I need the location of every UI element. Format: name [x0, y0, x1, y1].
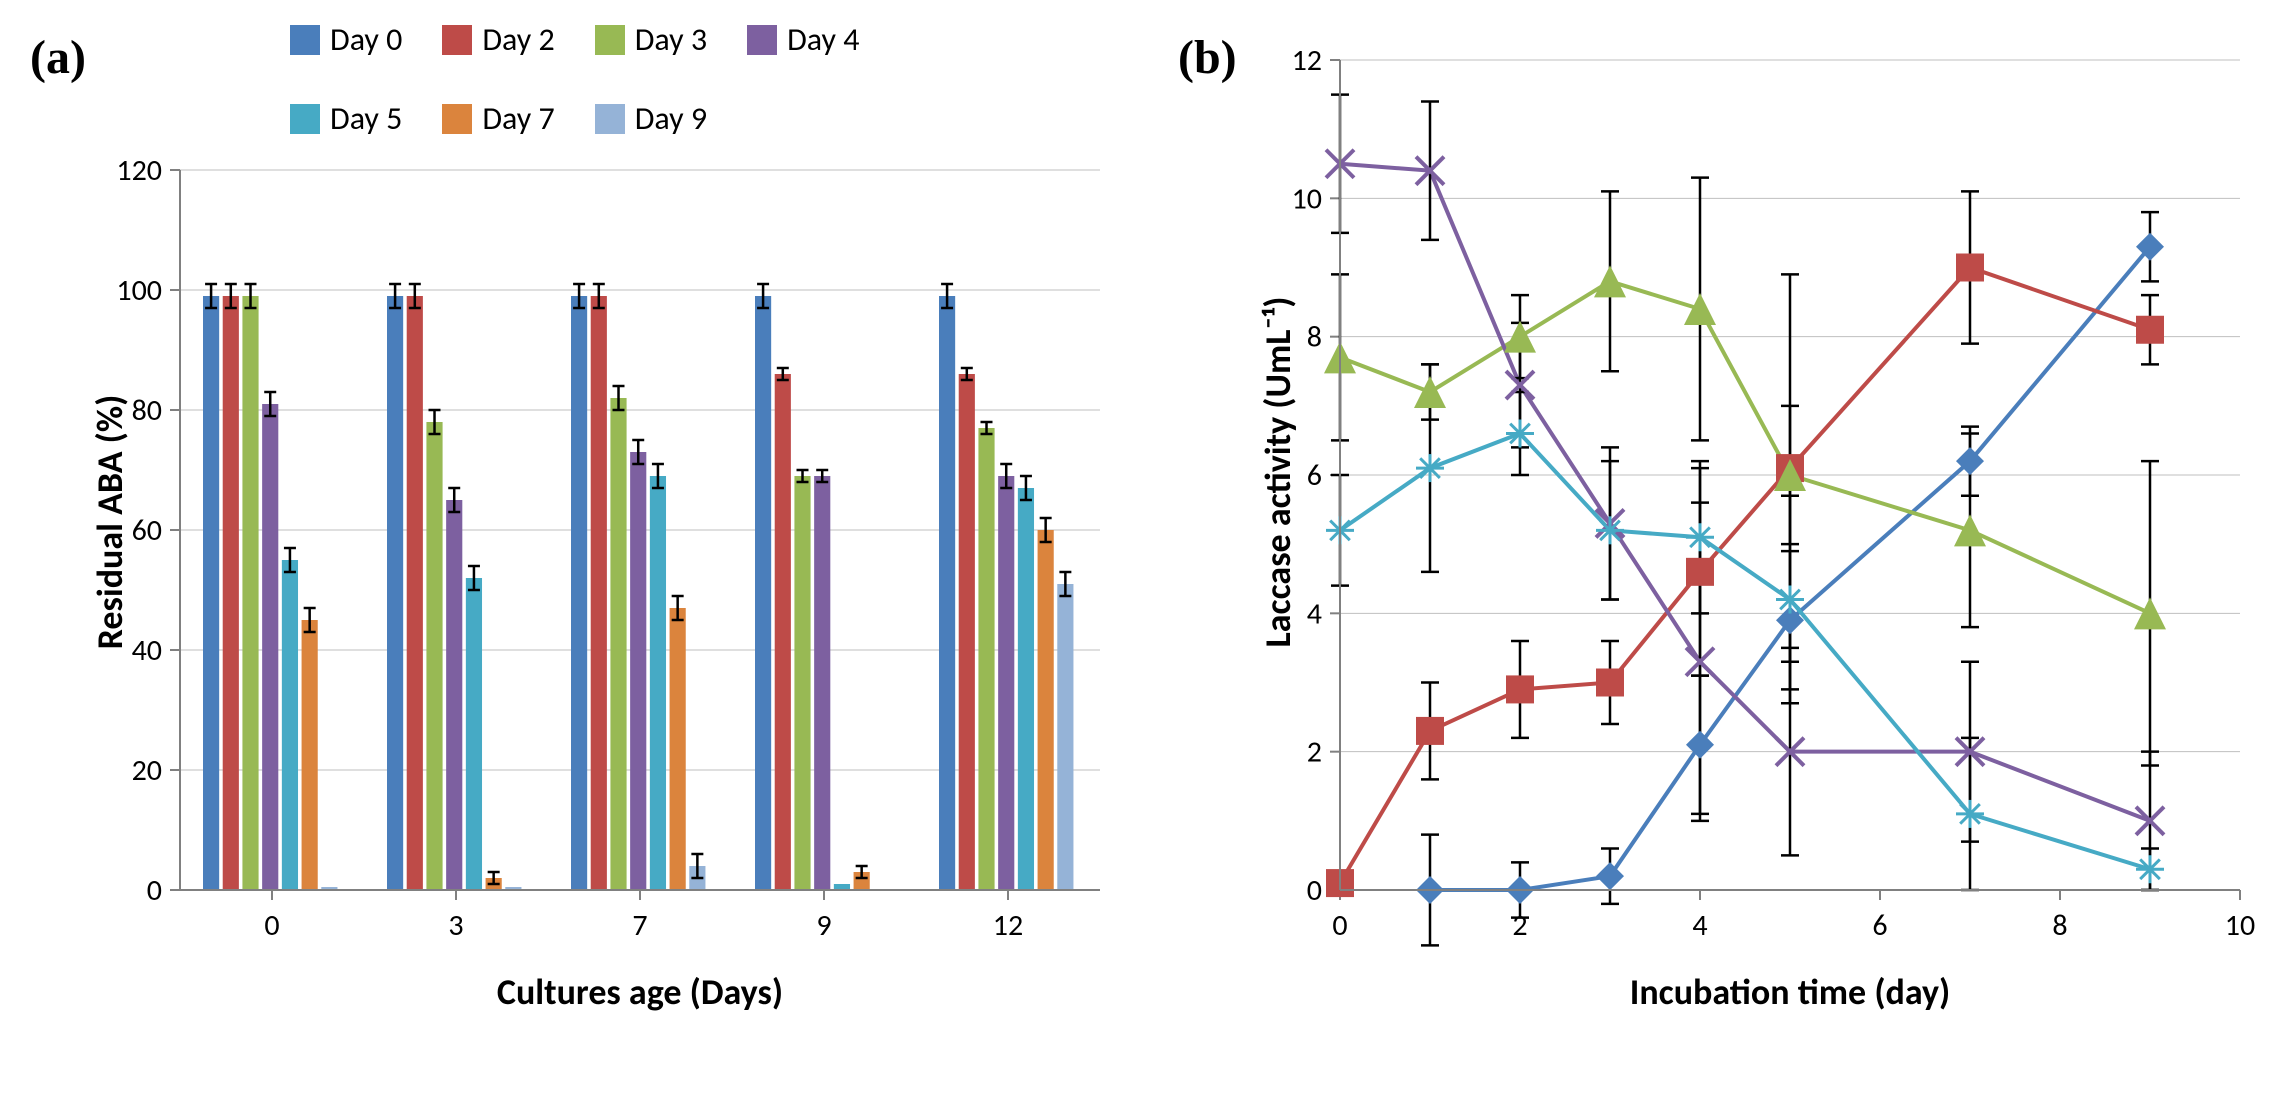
svg-text:100: 100 [116, 272, 162, 309]
svg-text:7: 7 [632, 907, 647, 944]
svg-text:8: 8 [2052, 907, 2067, 944]
svg-text:4: 4 [1307, 595, 1322, 632]
svg-text:2: 2 [1307, 734, 1322, 771]
svg-text:8: 8 [1307, 319, 1322, 356]
svg-text:0: 0 [1307, 872, 1322, 909]
svg-text:10: 10 [1292, 180, 1322, 217]
svg-text:0: 0 [264, 907, 279, 944]
svg-text:120: 120 [116, 152, 162, 189]
svg-text:12: 12 [993, 907, 1023, 944]
svg-text:6: 6 [1872, 907, 1887, 944]
svg-text:10: 10 [2225, 907, 2255, 944]
svg-text:9: 9 [816, 907, 831, 944]
svg-text:40: 40 [132, 632, 162, 669]
svg-text:4: 4 [1692, 907, 1707, 944]
svg-text:60: 60 [132, 512, 162, 549]
panel-b: (b) Laccase activity (UmL⁻¹) 02468101202… [1148, 0, 2296, 1102]
panel-a: (a) Day 0Day 2Day 3Day 4Day 5Day 7Day 9 … [0, 0, 1148, 1102]
bar-xlabel: Cultures age (Days) [180, 970, 1100, 1014]
svg-text:0: 0 [1332, 907, 1347, 944]
line-xlabel: Incubation time (day) [1340, 970, 2240, 1014]
figure-container: (a) Day 0Day 2Day 3Day 4Day 5Day 7Day 9 … [0, 0, 2296, 1102]
svg-text:6: 6 [1307, 457, 1322, 494]
svg-text:12: 12 [1292, 42, 1322, 79]
bar-chart: 0 20 40 60 80 100 120 0 3 7 9 12 [0, 0, 1148, 1040]
svg-text:3: 3 [448, 907, 463, 944]
line-chart: 0246810120246810 [1148, 0, 2296, 1040]
svg-text:80: 80 [132, 392, 162, 429]
svg-text:20: 20 [132, 752, 162, 789]
svg-text:0: 0 [147, 872, 162, 909]
